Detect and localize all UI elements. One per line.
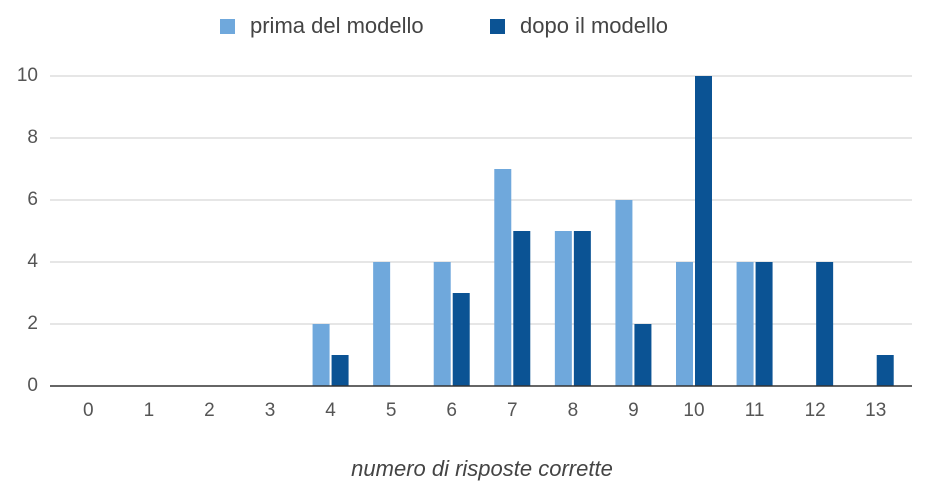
x-axis-label: numero di risposte corrette	[351, 456, 613, 481]
y-tick-label: 4	[27, 251, 38, 272]
x-tick-label: 9	[628, 400, 639, 421]
x-tick-label: 5	[386, 400, 397, 421]
x-tick-label: 12	[805, 400, 826, 421]
bar	[876, 355, 894, 386]
bar	[513, 231, 531, 386]
y-tick-label: 8	[27, 127, 38, 148]
y-tick-label: 6	[27, 189, 38, 210]
x-tick-label: 6	[446, 400, 457, 421]
y-tick-label: 10	[17, 65, 38, 86]
y-tick-label: 2	[27, 313, 38, 334]
x-tick-label: 1	[144, 400, 155, 421]
bar	[736, 262, 754, 386]
y-tick-label: 0	[27, 375, 38, 396]
bar	[615, 200, 633, 386]
x-tick-label: 3	[265, 400, 276, 421]
x-tick-label: 13	[865, 400, 886, 421]
bar	[634, 324, 652, 386]
bar	[676, 262, 693, 386]
bar	[373, 262, 391, 386]
bar	[312, 324, 330, 386]
legend-text: prima del modello	[250, 13, 424, 38]
legend-swatch	[490, 19, 505, 34]
bar	[331, 355, 349, 386]
bar	[816, 262, 834, 386]
bar	[554, 231, 572, 386]
x-tick-label: 4	[325, 400, 336, 421]
bar	[433, 262, 451, 386]
x-tick-label: 0	[83, 400, 94, 421]
x-tick-label: 8	[568, 400, 579, 421]
bar	[695, 76, 712, 386]
x-tick-label: 11	[745, 400, 765, 421]
bar	[573, 231, 591, 386]
legend-text: dopo il modello	[520, 13, 668, 38]
bar	[755, 262, 773, 386]
bar	[494, 169, 512, 386]
bar	[452, 293, 470, 386]
x-tick-label: 10	[683, 400, 704, 421]
legend-swatch	[220, 19, 235, 34]
x-tick-label: 7	[507, 400, 518, 421]
x-tick-label: 2	[204, 400, 215, 421]
